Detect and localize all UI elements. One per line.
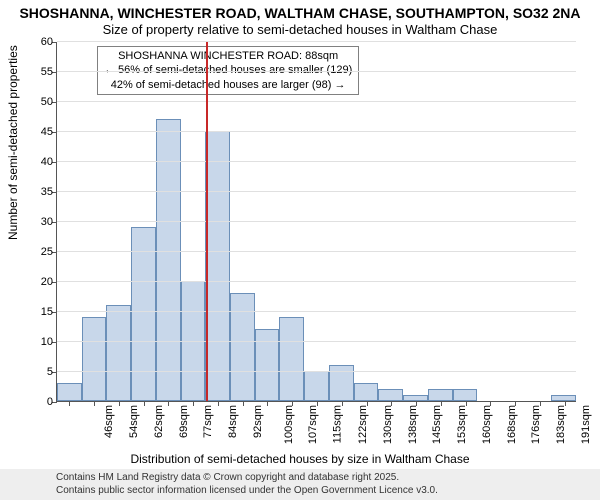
ytick-label: 55 [41,66,57,78]
bar [230,293,255,401]
xtick-mark [416,401,417,406]
xtick-label: 160sqm [481,405,493,444]
xtick-label: 145sqm [431,405,443,444]
ytick-label: 45 [41,126,57,138]
bar [205,131,230,401]
bar [57,383,82,401]
gridline [57,161,576,162]
bar [255,329,280,401]
title-line-1: SHOSHANNA, WINCHESTER ROAD, WALTHAM CHAS… [0,5,600,21]
ytick-label: 15 [41,306,57,318]
xtick-label: 191sqm [580,405,592,444]
y-axis-label: Number of semi-detached properties [6,45,20,240]
gridline [57,41,576,42]
xtick-label: 84sqm [227,405,239,438]
xtick-label: 130sqm [382,405,394,444]
xtick-label: 122sqm [357,405,369,444]
ytick-label: 0 [47,396,57,408]
xtick-mark [193,401,194,406]
gridline [57,131,576,132]
xtick-label: 69sqm [178,405,190,438]
gridline [57,101,576,102]
xtick-label: 46sqm [103,405,115,438]
ytick-label: 20 [41,276,57,288]
xtick-label: 92sqm [252,405,264,438]
xtick-label: 77sqm [202,405,214,438]
xtick-label: 183sqm [555,405,567,444]
bar [131,227,156,401]
xtick-mark [490,401,491,406]
xtick-label: 62sqm [153,405,165,438]
ytick-label: 25 [41,246,57,258]
ytick-label: 5 [47,366,57,378]
xtick-label: 153sqm [456,405,468,444]
gridline [57,221,576,222]
ytick-label: 35 [41,186,57,198]
footer-line-2: Contains public sector information licen… [56,484,594,497]
xtick-mark [342,401,343,406]
gridline [57,71,576,72]
x-axis-label: Distribution of semi-detached houses by … [0,452,600,466]
xtick-mark [267,401,268,406]
gridline [57,311,576,312]
xtick-mark [94,401,95,406]
xtick-mark [540,401,541,406]
annotation-line-1: SHOSHANNA WINCHESTER ROAD: 88sqm [104,49,352,63]
ytick-label: 50 [41,96,57,108]
bar [304,371,329,401]
xtick-label: 100sqm [283,405,295,444]
bar [428,389,453,401]
xtick-label: 176sqm [530,405,542,444]
xtick-mark [168,401,169,406]
ytick-label: 60 [41,36,57,48]
bar [354,383,379,401]
xtick-mark [515,401,516,406]
title-line-2: Size of property relative to semi-detach… [0,22,600,37]
gridline [57,251,576,252]
xtick-mark [441,401,442,406]
xtick-label: 107sqm [308,405,320,444]
annotation-line-3: 42% of semi-detached houses are larger (… [104,78,352,92]
xtick-mark [466,401,467,406]
gridline [57,281,576,282]
xtick-mark [367,401,368,406]
ytick-label: 30 [41,216,57,228]
xtick-mark [119,401,120,406]
bar [279,317,304,401]
marker-line [206,42,208,401]
bar [82,317,107,401]
footer: Contains HM Land Registry data © Crown c… [0,469,600,500]
xtick-mark [391,401,392,406]
xtick-mark [565,401,566,406]
ytick-label: 10 [41,336,57,348]
bar [378,389,403,401]
xtick-mark [243,401,244,406]
xtick-label: 138sqm [407,405,419,444]
footer-line-1: Contains HM Land Registry data © Crown c… [56,471,594,484]
xtick-mark [292,401,293,406]
xtick-mark [144,401,145,406]
gridline [57,341,576,342]
xtick-mark [317,401,318,406]
ytick-label: 40 [41,156,57,168]
bar [106,305,131,401]
xtick-label: 54sqm [128,405,140,438]
plot-area: SHOSHANNA WINCHESTER ROAD: 88sqm ← 56% o… [56,42,576,402]
xtick-label: 168sqm [506,405,518,444]
xtick-mark [218,401,219,406]
xtick-mark [69,401,70,406]
gridline [57,371,576,372]
chart-container: SHOSHANNA, WINCHESTER ROAD, WALTHAM CHAS… [0,0,600,500]
gridline [57,191,576,192]
bar [453,389,478,401]
xtick-label: 115sqm [332,405,344,443]
